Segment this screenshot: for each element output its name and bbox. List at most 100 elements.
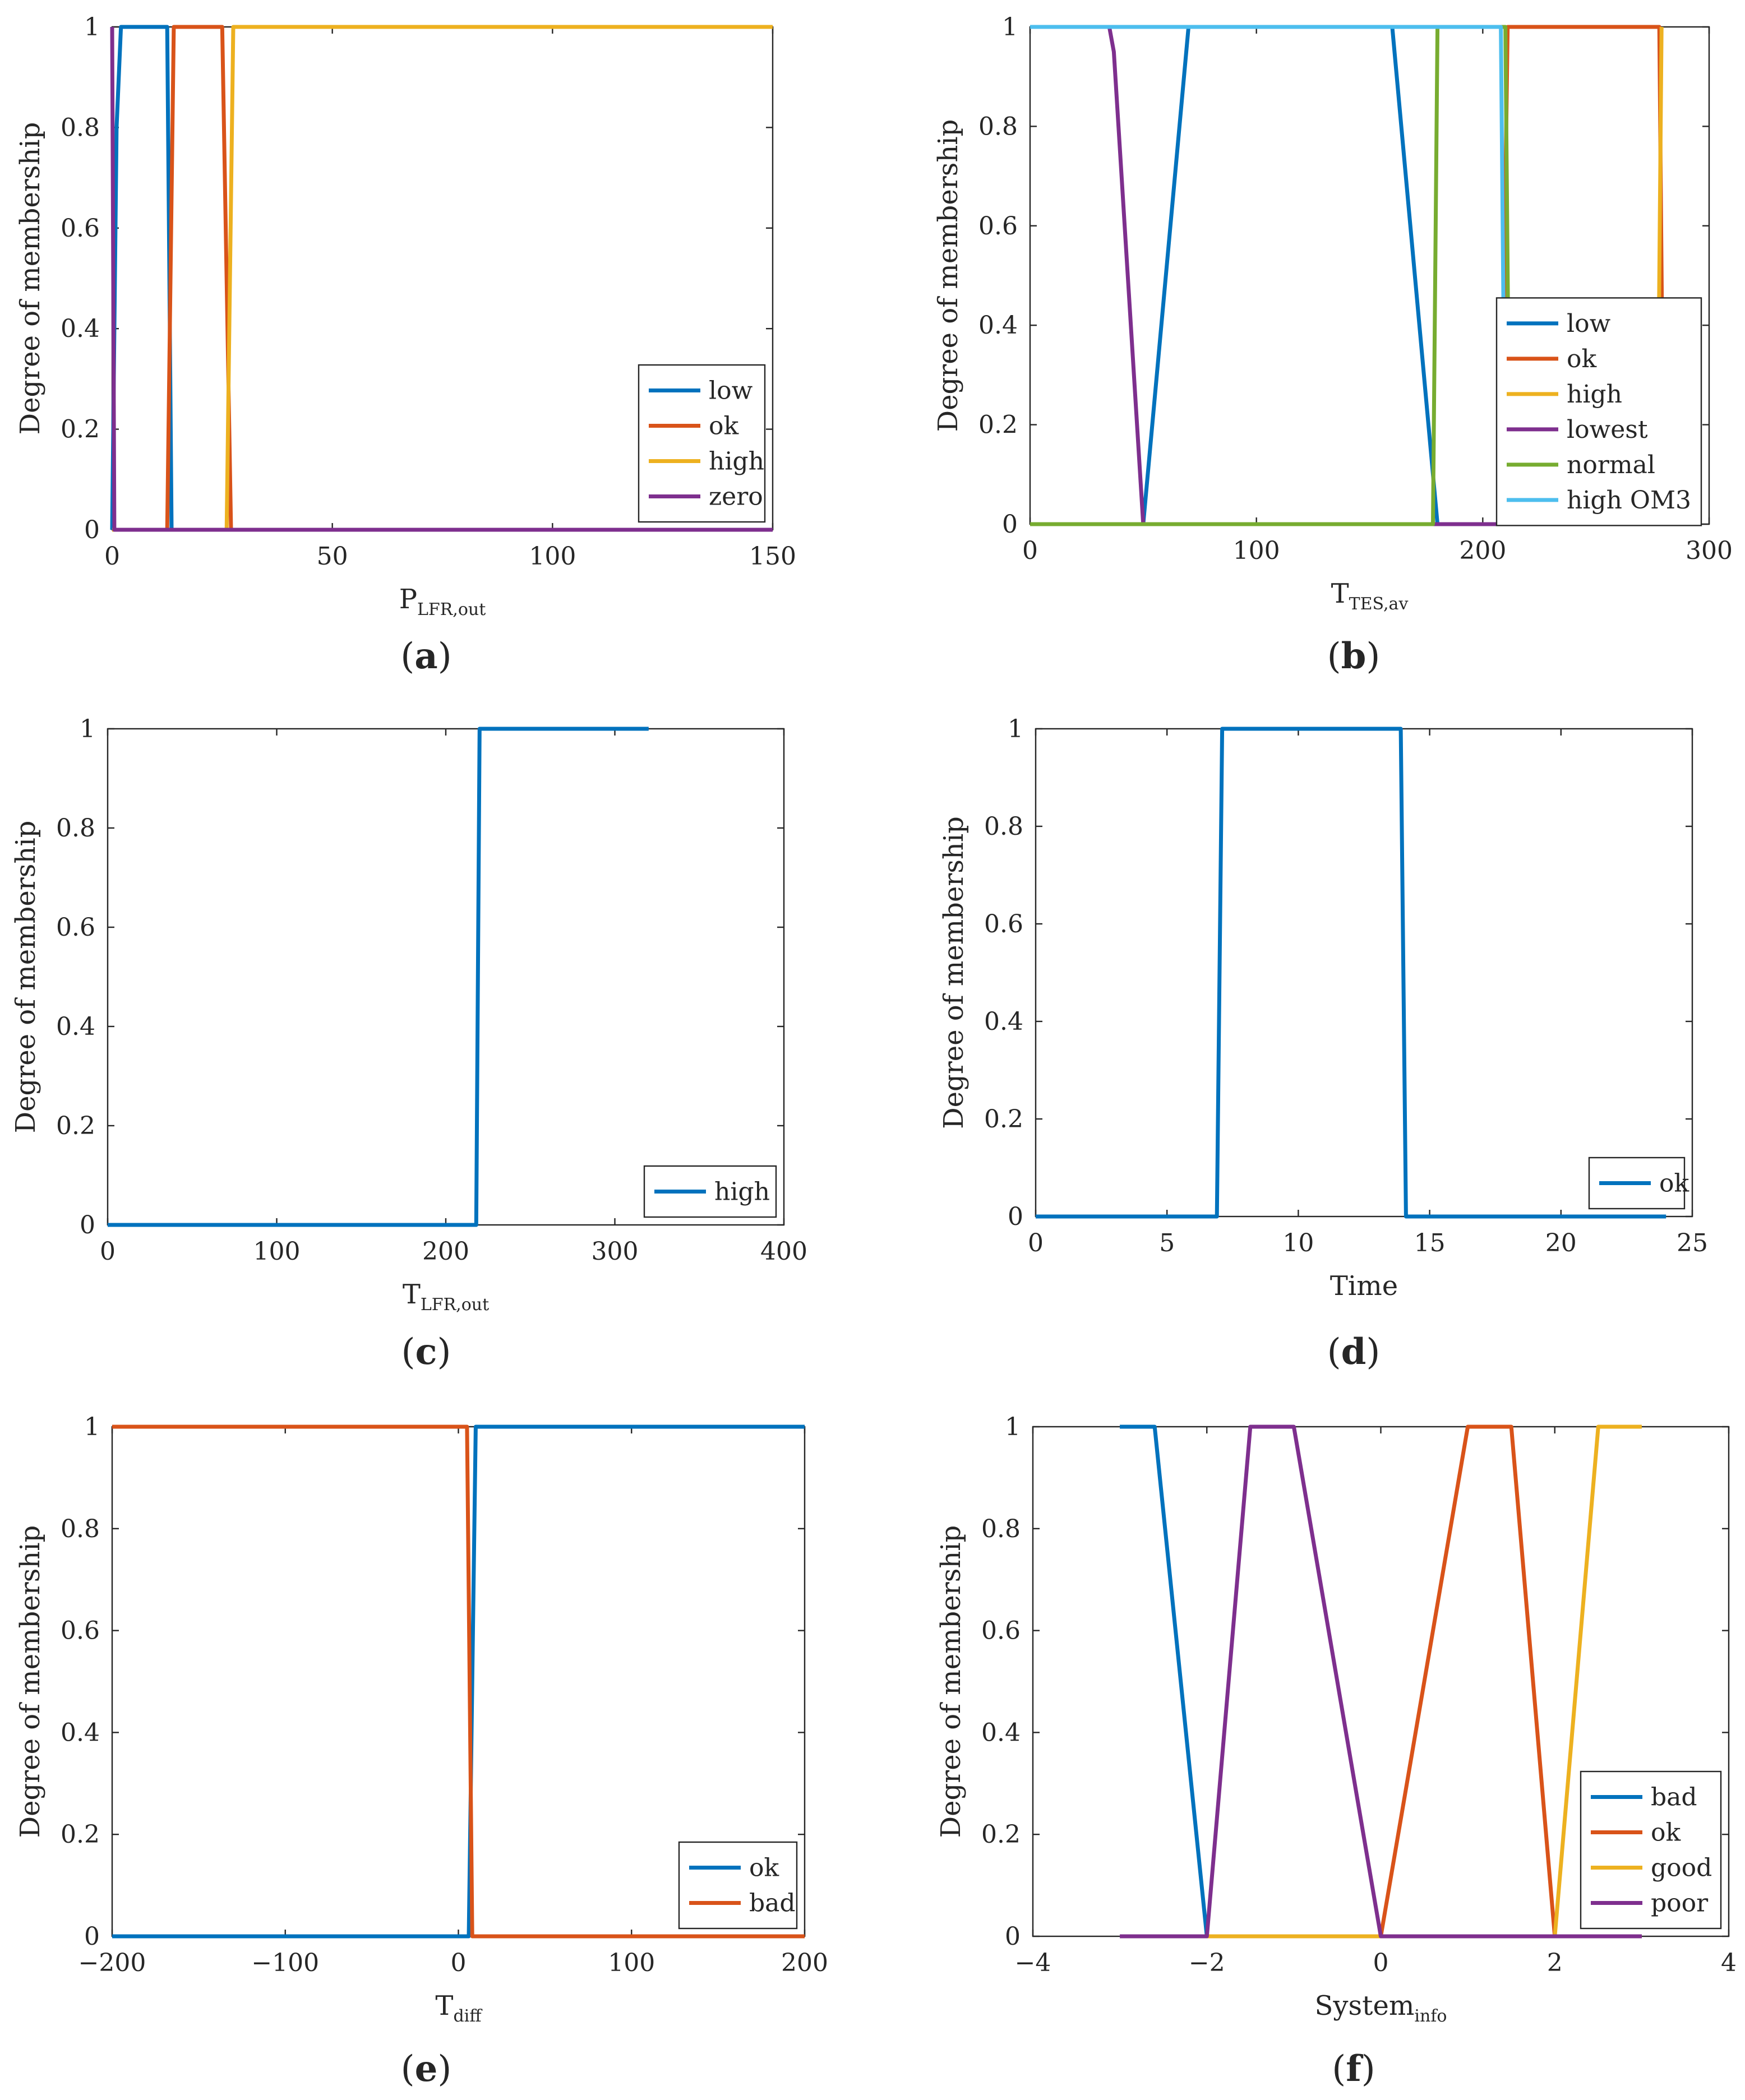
x-axis-label: Time [1330, 1270, 1398, 1302]
legend-entry: good [1651, 1854, 1712, 1882]
y-tick-label: 0.6 [61, 214, 100, 243]
axes-frame [1035, 728, 1693, 1218]
panel-label-letter: d [1341, 1331, 1367, 1373]
panel-label: (b) [1327, 635, 1381, 677]
x-tick-label: 4 [1721, 1949, 1737, 1977]
y-tick-label: 0.4 [978, 311, 1018, 340]
y-tick-label: 0.2 [61, 1820, 100, 1849]
y-tick-label: 1 [84, 13, 100, 41]
x-axis-label-main: System [1315, 1990, 1415, 2022]
x-axis-label-main: P [399, 584, 417, 615]
y-tick-label: 0.2 [978, 411, 1018, 440]
panel-label-letter: c [416, 1331, 437, 1373]
x-tick-label: 50 [317, 542, 348, 571]
y-axis-label: Degree of membership [938, 816, 970, 1129]
y-tick-label: 0 [84, 1922, 100, 1951]
x-tick-label: 150 [749, 542, 796, 571]
x-tick-label: 0 [451, 1949, 467, 1977]
y-tick-label: 1 [1005, 1413, 1021, 1441]
x-tick-label: 100 [1233, 536, 1280, 565]
chart-panel-c: 0 100 200 300 400 0 0.2 0.4 0.6 0.8 1 Degree of mem… [10, 715, 807, 1373]
series-line-lowest [1107, 26, 1508, 526]
legend: high [643, 1165, 777, 1218]
y-tick-label: 1 [1002, 13, 1018, 41]
y-axis-label: Degree of membership [932, 119, 964, 432]
y-axis-label: Degree of membership [10, 821, 41, 1134]
y-tick-label: 0.4 [56, 1012, 95, 1041]
series-line-bad [1120, 1424, 1642, 1939]
x-tick-label: 300 [592, 1237, 639, 1266]
legend-entry: bad [1651, 1783, 1697, 1812]
panel-label-letter: b [1341, 635, 1367, 677]
x-axis-label-main: T [435, 1990, 453, 2022]
x-tick-label: 0 [1022, 536, 1038, 565]
x-axis-label-main: T [1331, 578, 1349, 609]
y-tick-label: 1 [1008, 715, 1023, 743]
legend-entry: high OM3 [1567, 486, 1691, 515]
chart-panel-f: −4 −2 0 2 4 0 0.2 0.4 0.6 0.8 1 Degree of membershi… [935, 1413, 1737, 2090]
panel-label: (e) [401, 2048, 452, 2090]
panel-label: (a) [400, 635, 451, 677]
y-tick-label: 0.8 [981, 1515, 1021, 1543]
panel-label-open: ( [401, 1331, 416, 1373]
x-tick-label: 300 [1686, 536, 1733, 565]
x-tick-label: −200 [79, 1949, 146, 1977]
panel-label-close: ) [437, 1331, 451, 1373]
x-axis-label: Tdiff [435, 1990, 483, 2026]
y-tick-label: 0.2 [984, 1105, 1023, 1134]
x-axis-label: TLFR,out [403, 1279, 489, 1315]
series-line-zero [110, 26, 773, 532]
y-tick-label: 0.4 [61, 1718, 100, 1747]
y-axis-label: Degree of membership [15, 1525, 46, 1838]
x-axis-label-subscript: TES,av [1349, 594, 1409, 614]
panel-label: (c) [401, 1331, 451, 1373]
x-axis-label-subscript: info [1414, 2006, 1447, 2026]
legend-entry: ok [1659, 1169, 1689, 1198]
chart-panel-e: −200 −100 0 100 200 0 0.2 0.4 0.6 0.8 1 Degree of m… [15, 1413, 828, 2090]
legend: ok [1588, 1157, 1689, 1210]
panel-label-close: ) [1366, 636, 1380, 677]
x-tick-label: 5 [1159, 1229, 1175, 1257]
legend-entry: normal [1567, 451, 1655, 479]
x-axis-label: TTES,av [1331, 578, 1409, 614]
legend-entry: ok [1651, 1819, 1681, 1847]
panel-label: (f) [1332, 2048, 1375, 2090]
x-tick-label: 0 [1373, 1949, 1389, 1977]
x-axis-label-subscript: LFR,out [417, 600, 486, 619]
y-tick-label: 0.8 [984, 812, 1023, 841]
panel-label-close: ) [437, 2048, 451, 2090]
legend-entry: bad [749, 1889, 796, 1918]
y-tick-label: 0.6 [978, 212, 1018, 240]
chart-panel-d: 0 5 10 15 20 25 0 0.2 0.4 0.6 0.8 1 Degree of member… [938, 715, 1708, 1373]
x-tick-label: 10 [1282, 1229, 1314, 1257]
y-tick-label: 0.8 [61, 113, 100, 142]
y-tick-label: 0.8 [56, 814, 95, 843]
x-tick-label: 0 [1028, 1229, 1044, 1257]
x-tick-label: −2 [1189, 1949, 1225, 1977]
legend-entry: zero [709, 483, 763, 511]
series-line-high [108, 727, 649, 1227]
legend-entry: lowest [1567, 415, 1648, 444]
x-tick-label: −100 [251, 1949, 319, 1977]
x-tick-label: 20 [1545, 1229, 1577, 1257]
chart-panel-b: 0 100 200 300 0 0.2 0.4 0.6 0.8 1 Degree of member… [932, 13, 1733, 677]
y-tick-label: 0 [1005, 1922, 1021, 1951]
x-tick-label: 0 [104, 542, 120, 571]
legend-entry: poor [1651, 1889, 1709, 1918]
y-axis-label: Degree of membership [15, 122, 46, 435]
panel-label-open: ( [401, 2048, 415, 2090]
series-line-bad [112, 1424, 805, 1939]
series-line-poor [1120, 1424, 1642, 1939]
y-tick-label: 0.2 [56, 1112, 95, 1140]
legend-entry: ok [1567, 345, 1596, 373]
panel-label-close: ) [1366, 1331, 1380, 1373]
legend-entry: ok [749, 1854, 779, 1882]
legend-entry: ok [709, 412, 738, 441]
y-tick-label: 0.8 [61, 1515, 100, 1543]
y-tick-label: 0.4 [984, 1007, 1023, 1036]
x-tick-label: 0 [100, 1237, 116, 1266]
series-line-ok [112, 1424, 805, 1939]
x-axis-label-main: T [403, 1279, 421, 1310]
panel-label-open: ( [1327, 636, 1341, 677]
legend-entry: high [709, 447, 764, 476]
